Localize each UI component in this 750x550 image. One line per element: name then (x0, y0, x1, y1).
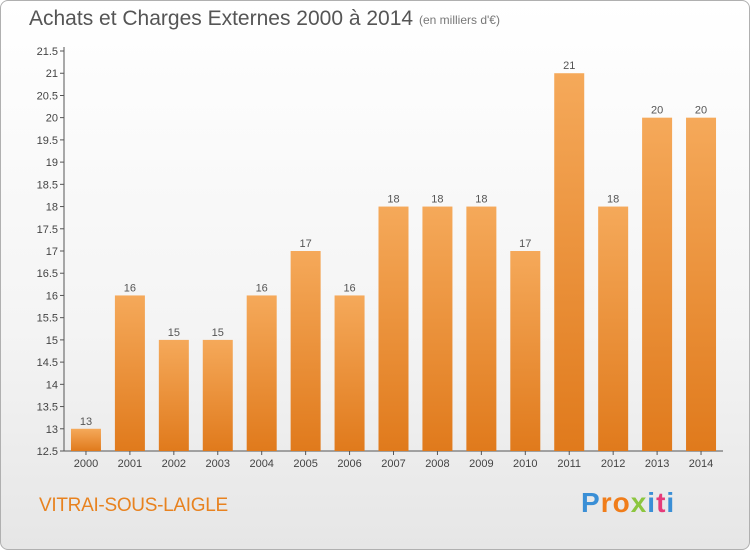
logo-letter: t (656, 487, 667, 518)
proxiti-logo: Proxiti (581, 487, 675, 519)
chart-title: Achats et Charges Externes 2000 à 2014 (29, 7, 414, 30)
chart-unit: (en milliers d'€) (419, 13, 500, 27)
bar-2009 (466, 206, 497, 451)
x-tick-label-2008: 2008 (425, 458, 449, 470)
x-tick-label-2005: 2005 (293, 458, 317, 470)
y-tick-label: 14 (46, 379, 58, 391)
y-tick-label: 14.5 (37, 357, 58, 369)
data-label-2002: 15 (168, 327, 180, 339)
bar-2002 (158, 339, 189, 451)
data-label-2004: 16 (256, 282, 268, 294)
bar-2000 (70, 428, 101, 451)
y-tick-label: 19.5 (37, 135, 58, 147)
bar-2012 (598, 206, 629, 451)
bar-2001 (114, 295, 145, 451)
data-label-2006: 16 (343, 282, 355, 294)
x-tick-label-2007: 2007 (381, 458, 405, 470)
x-tick-label-2002: 2002 (162, 458, 186, 470)
y-tick-label: 21 (46, 68, 58, 80)
logo-letter: x (630, 487, 648, 518)
data-label-2007: 18 (387, 194, 399, 206)
logo-letter: r (600, 487, 613, 518)
data-label-2011: 21 (563, 60, 575, 72)
x-tick-label-2010: 2010 (513, 458, 537, 470)
data-label-2012: 18 (607, 194, 619, 206)
y-tick-label: 20 (46, 113, 58, 125)
x-tick-label-2014: 2014 (689, 458, 713, 470)
y-tick-label: 13.5 (37, 402, 58, 414)
x-tick-label-2006: 2006 (337, 458, 361, 470)
y-tick-label: 19 (46, 157, 58, 169)
y-tick-label: 16 (46, 290, 58, 302)
x-tick-label-2001: 2001 (118, 458, 142, 470)
x-tick-label-2012: 2012 (601, 458, 625, 470)
data-label-2003: 15 (212, 327, 224, 339)
y-tick-label: 12.5 (37, 446, 58, 458)
y-tick-label: 20.5 (37, 90, 58, 102)
logo-letter: o (612, 487, 631, 518)
bar-2004 (246, 295, 277, 451)
data-label-2010: 17 (519, 238, 531, 250)
y-tick-label: 21.5 (37, 46, 58, 58)
x-tick-label-2011: 2011 (557, 458, 581, 470)
y-tick-label: 17 (46, 246, 58, 258)
data-label-2008: 18 (431, 194, 443, 206)
bar-2007 (378, 206, 409, 451)
bar-2003 (202, 339, 233, 451)
x-tick-label-2013: 2013 (645, 458, 669, 470)
bar-2011 (554, 73, 585, 451)
x-tick-label-2000: 2000 (74, 458, 98, 470)
x-tick-label-2003: 2003 (206, 458, 230, 470)
y-tick-label: 17.5 (37, 224, 58, 236)
y-tick-label: 18 (46, 202, 58, 214)
logo-letter: P (581, 487, 601, 518)
logo-letter: i (666, 487, 676, 518)
data-label-2000: 13 (80, 416, 92, 428)
axes: 12.5 13 13.5 14 14.5 15 15.5 16 16.5 17 17.5 18 18.5… (37, 46, 723, 470)
bars-group: 13 16 15 15 16 17 16 18 18 18 17 21 18 20 20 (70, 60, 717, 452)
bar-2013 (642, 117, 673, 452)
logo-letter: i (647, 487, 657, 518)
y-tick-label: 15.5 (37, 313, 58, 325)
bar-2014 (686, 117, 717, 452)
y-tick-label: 18.5 (37, 179, 58, 191)
place-name: VITRAI-SOUS-LAIGLE (39, 495, 228, 516)
bar-2006 (334, 295, 365, 451)
data-label-2001: 16 (124, 282, 136, 294)
data-label-2013: 20 (651, 105, 663, 117)
data-label-2009: 18 (475, 194, 487, 206)
y-tick-label: 15 (46, 335, 58, 347)
y-tick-label: 16.5 (37, 268, 58, 280)
x-tick-label-2004: 2004 (249, 458, 273, 470)
bar-2010 (510, 251, 541, 451)
y-tick-label: 13 (46, 424, 58, 436)
data-label-2014: 20 (695, 105, 707, 117)
bar-2008 (422, 206, 453, 451)
bar-2005 (290, 251, 321, 451)
data-label-2005: 17 (300, 238, 312, 250)
x-tick-label-2009: 2009 (469, 458, 493, 470)
